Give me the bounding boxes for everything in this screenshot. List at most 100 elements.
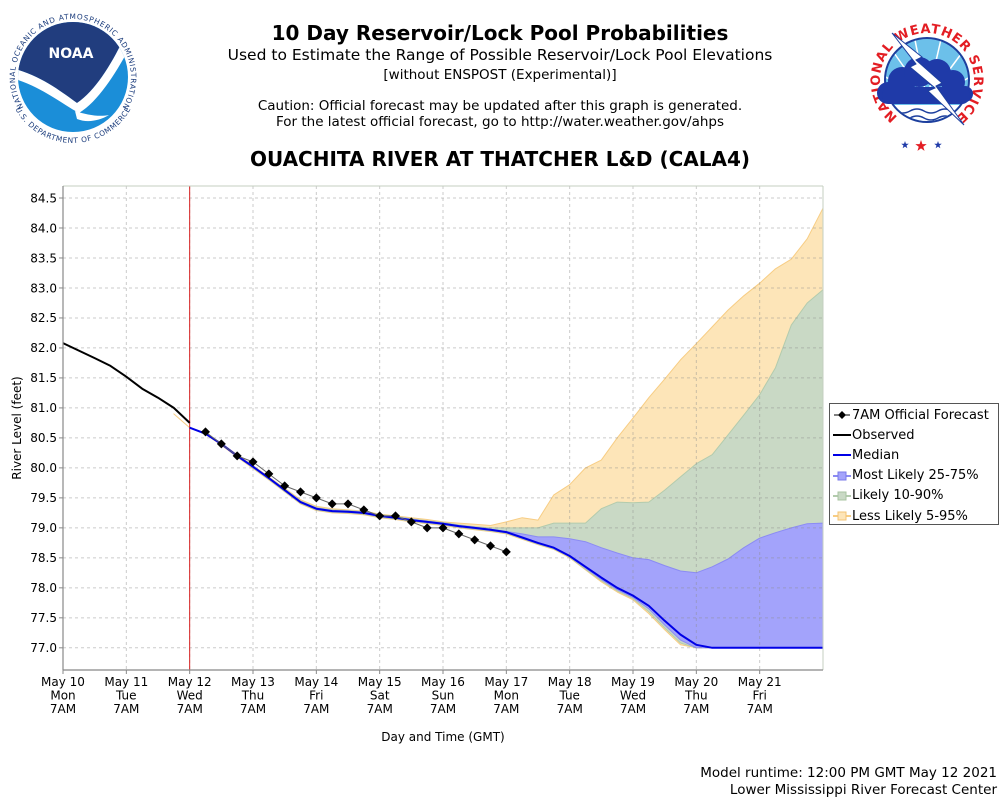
x-tick-dow: Mon	[50, 689, 75, 703]
noaa-bird-tail	[75, 111, 109, 122]
chart-title: 10 Day Reservoir/Lock Pool Probabilities	[271, 21, 729, 45]
x-tick-label: May 16 Sun 7AM	[421, 675, 465, 716]
star-icon	[915, 140, 927, 151]
y-tick-label: 77.0	[30, 641, 57, 655]
forecast-point	[501, 547, 511, 557]
legend-label: Observed	[852, 427, 915, 443]
star-icon	[934, 141, 942, 149]
y-tick-label: 82.0	[30, 341, 57, 355]
x-tick-date: May 16	[421, 675, 465, 689]
legend-label: Median	[852, 447, 900, 463]
x-tick-time: 7AM	[240, 702, 266, 716]
y-axis-title: River Level (feet)	[10, 376, 24, 479]
axes: 77.0 77.5 78.0 78.5 79.0 79.5 80.0 80.5 81.0 81.5…	[30, 185, 824, 716]
x-tick-label: May 10 Mon 7AM	[41, 675, 85, 716]
legend-item-official-forecast: 7AM Official Forecast	[830, 405, 998, 425]
y-tick-label: 78.0	[30, 581, 57, 595]
x-tick-time: 7AM	[747, 702, 773, 716]
x-tick-date: May 19	[611, 675, 655, 689]
y-tick-label: 79.5	[30, 491, 57, 505]
x-tick-label: May 18 Tue 7AM	[548, 675, 592, 716]
observed-line	[62, 342, 191, 424]
x-tick-time: 7AM	[50, 702, 76, 716]
probability-bands	[173, 207, 824, 649]
x-tick-dow: Sun	[432, 689, 455, 703]
y-tick-label: 84.5	[30, 191, 57, 205]
x-tick-time: 7AM	[683, 702, 709, 716]
blue-square-icon	[833, 471, 851, 481]
x-tick-time: 7AM	[620, 702, 646, 716]
x-tick-time: 7AM	[493, 702, 519, 716]
forecast-point	[359, 505, 369, 515]
x-tick-label: May 21 Fri 7AM	[738, 675, 782, 716]
x-tick-date: May 12	[168, 675, 212, 689]
forecast-point	[311, 493, 321, 503]
legend-item-5-95: Less Likely 5-95%	[830, 506, 998, 526]
x-tick-label: May 12 Wed 7AM	[168, 675, 212, 716]
y-tick-label: 82.5	[30, 311, 57, 325]
x-tick-dow: Wed	[177, 689, 203, 703]
legend-label: Less Likely 5-95%	[852, 508, 968, 524]
y-tick-label: 84.0	[30, 221, 57, 235]
station-title: OUACHITA RIVER AT THATCHER L&D (CALA4)	[249, 147, 751, 171]
legend-item-10-90: Likely 10-90%	[830, 486, 998, 506]
noaa-bird-icon	[18, 40, 128, 113]
forecast-point	[454, 529, 464, 539]
x-axis-title: Day and Time (GMT)	[381, 730, 504, 744]
x-tick-time: 7AM	[430, 702, 456, 716]
x-tick-dow: Sat	[370, 689, 390, 703]
x-tick-dow: Tue	[115, 689, 137, 703]
x-tick-date: May 11	[104, 675, 148, 689]
y-tick-label: 80.5	[30, 431, 57, 445]
legend-label: Most Likely 25-75%	[852, 468, 979, 484]
forecast-point	[216, 439, 226, 449]
x-tick-dow: Tue	[558, 689, 580, 703]
forecast-point	[264, 469, 274, 479]
forecast-point	[232, 451, 242, 461]
x-tick-label: May 15 Sat 7AM	[358, 675, 402, 716]
x-tick-label: May 13 Thu 7AM	[231, 675, 275, 716]
legend-item-observed: Observed	[830, 425, 998, 445]
black-line-icon	[833, 434, 851, 437]
x-tick-label: May 14 Fri 7AM	[294, 675, 338, 716]
x-tick-date: May 14	[294, 675, 338, 689]
x-tick-dow: Thu	[684, 689, 708, 703]
y-tick-label: 79.0	[30, 521, 57, 535]
x-tick-dow: Fri	[753, 689, 767, 703]
forecast-point	[406, 517, 416, 527]
forecast-point	[438, 523, 448, 533]
x-tick-dow: Wed	[620, 689, 646, 703]
x-tick-date: May 15	[358, 675, 402, 689]
caution-text: Caution: Official forecast may be update…	[257, 98, 743, 114]
x-tick-label: May 17 Mon 7AM	[484, 675, 528, 716]
x-tick-time: 7AM	[557, 702, 583, 716]
x-tick-time: 7AM	[177, 702, 203, 716]
blue-line-icon	[833, 454, 851, 457]
chart-legend: 7AM Official Forecast Observed Median Mo…	[829, 403, 999, 525]
x-tick-dow: Fri	[309, 689, 323, 703]
legend-item-median: Median	[830, 445, 998, 465]
forecast-point	[248, 457, 258, 467]
x-tick-date: May 17	[484, 675, 528, 689]
x-tick-time: 7AM	[303, 702, 329, 716]
chart-subtitle: Used to Estimate the Range of Possible R…	[227, 46, 773, 64]
legend-item-25-75: Most Likely 25-75%	[830, 466, 998, 486]
x-tick-label: May 11 Tue 7AM	[104, 675, 148, 716]
noaa-wordmark: NOAA	[49, 46, 94, 62]
x-tick-date: May 13	[231, 675, 275, 689]
forecast-point	[280, 481, 290, 491]
forecast-point	[486, 541, 495, 551]
forecast-point	[327, 499, 337, 509]
x-tick-time: 7AM	[113, 702, 139, 716]
chart-note: [without ENSPOST (Experimental)]	[383, 67, 617, 83]
green-square-icon	[833, 491, 851, 501]
forecast-point	[375, 511, 385, 521]
x-tick-date: May 18	[548, 675, 592, 689]
median-line	[189, 426, 823, 649]
y-tick-label: 78.5	[30, 551, 57, 565]
legend-label: 7AM Official Forecast	[852, 407, 989, 423]
legend-label: Likely 10-90%	[852, 488, 944, 504]
y-tick-label: 81.0	[30, 401, 57, 415]
forecast-point	[391, 511, 400, 521]
